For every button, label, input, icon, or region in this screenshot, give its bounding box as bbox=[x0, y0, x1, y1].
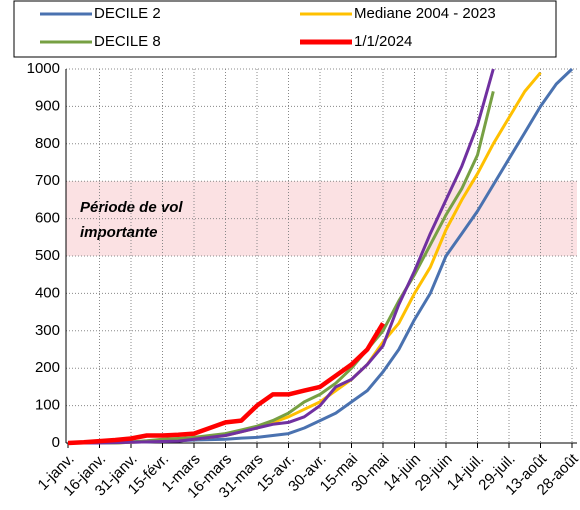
annotation: Période de vol bbox=[80, 199, 183, 216]
series-line bbox=[68, 71, 542, 445]
legend-label: Mediane 2004 - 2023 bbox=[354, 5, 496, 22]
y-tick-label: 600 bbox=[35, 210, 60, 227]
legend-label: DECILE 8 bbox=[94, 33, 161, 50]
y-tick-label: 900 bbox=[35, 97, 60, 114]
annotation: importante bbox=[80, 224, 158, 241]
y-tick-label: 200 bbox=[35, 359, 60, 376]
y-tick-label: 500 bbox=[35, 247, 60, 264]
y-tick-label: 400 bbox=[35, 284, 60, 301]
y-tick-label: 800 bbox=[35, 135, 60, 152]
legend-label: 1/1/2024 bbox=[354, 33, 412, 50]
y-tick-label: 300 bbox=[35, 322, 60, 339]
series-line bbox=[68, 68, 495, 445]
y-tick-label: 100 bbox=[35, 397, 60, 414]
y-tick-label: 0 bbox=[52, 434, 60, 451]
y-tick-label: 700 bbox=[35, 172, 60, 189]
legend-label: DECILE 2 bbox=[94, 5, 161, 22]
legend-box bbox=[13, 0, 557, 58]
series-line bbox=[67, 322, 385, 446]
y-tick-label: 1000 bbox=[27, 60, 60, 77]
